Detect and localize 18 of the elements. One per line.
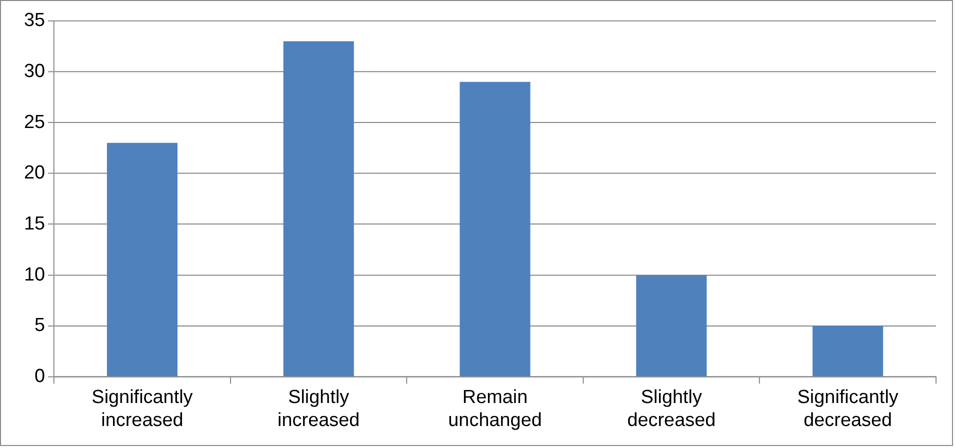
y-tick-label: 35 (24, 10, 46, 32)
bar (106, 142, 178, 376)
x-tick-label: Slightly increased (278, 387, 360, 431)
y-tick-label: 30 (24, 60, 46, 82)
y-tick-label: 25 (24, 112, 46, 133)
bar (636, 275, 707, 376)
bar (460, 82, 530, 376)
y-tick-label: 10 (24, 264, 46, 286)
bar (812, 326, 884, 376)
y-tick-label: 15 (24, 213, 46, 234)
x-tick-label: Slightly decreased (627, 387, 716, 431)
bar (283, 41, 354, 376)
x-tick-label: Significantly decreased (797, 387, 899, 431)
y-tick-label: 20 (24, 162, 46, 184)
y-tick-label: 5 (34, 315, 46, 336)
x-tick-label: Significantly increased (92, 387, 194, 431)
x-tick-label: Remain unchanged (448, 387, 542, 431)
y-tick-label: 0 (34, 366, 46, 387)
